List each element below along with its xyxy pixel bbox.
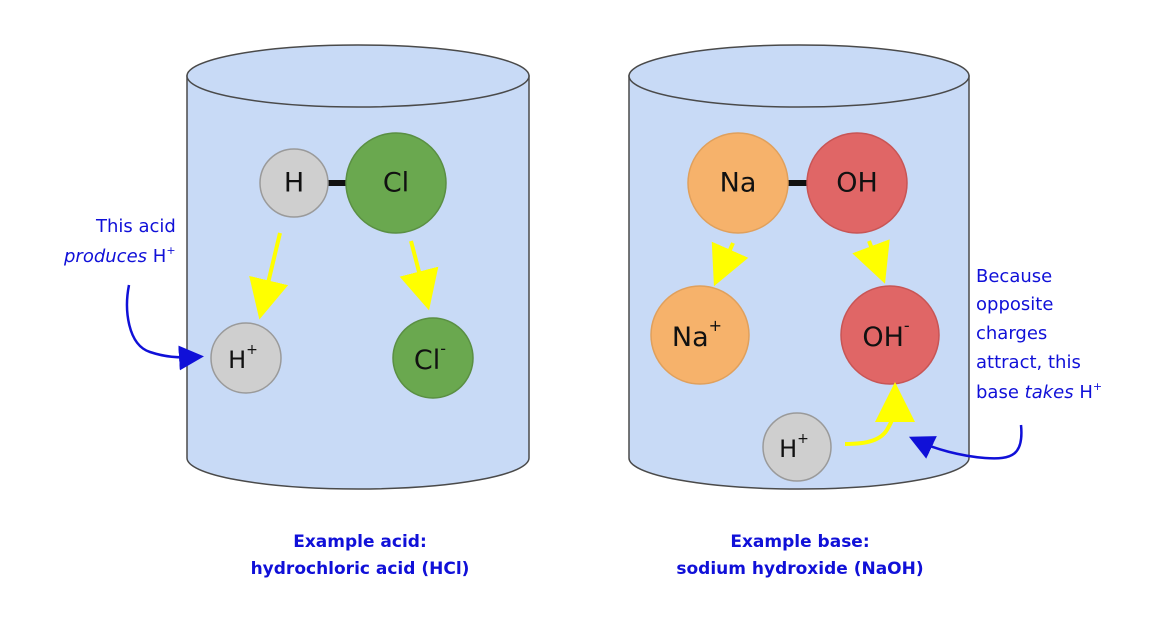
sodium-label: Na — [720, 168, 757, 199]
acid-cl-ion: Cl- — [392, 317, 474, 399]
na-ion-label: Na — [672, 322, 709, 353]
acid-annotation: This acid produces H+ — [63, 216, 204, 371]
acid-h-dissociation-arrow — [249, 232, 289, 320]
acid-caption-line1: Example acid: — [293, 532, 427, 552]
naoh-molecule: Na OH — [687, 132, 908, 234]
h-ion-label: H — [228, 346, 246, 374]
cl-ion-charge: - — [440, 339, 446, 358]
base-na-ion: Na+ — [650, 285, 750, 385]
na-ion-atom — [650, 285, 750, 385]
acid-annotation-arrow — [125, 284, 204, 371]
acid-h-ion: H+ — [210, 322, 282, 394]
incoming-h-atom — [762, 412, 832, 482]
svg-text:H+: H+ — [228, 342, 258, 374]
base-note-base: base — [976, 382, 1019, 403]
h-ion-charge: + — [246, 342, 258, 358]
chlorine-label: Cl — [383, 168, 409, 199]
base-incoming-h-ion: H+ — [762, 412, 832, 482]
svg-text:produces H+: produces H+ — [63, 244, 176, 267]
sodium-atom — [687, 132, 789, 234]
base-note-line3: charges — [976, 323, 1047, 344]
hydrogen-atom — [259, 148, 329, 218]
acid-note-line1: This acid — [95, 216, 176, 237]
acid-note-h: H — [153, 246, 167, 267]
hcl-molecule: H Cl — [259, 132, 447, 234]
acid-beaker-body — [186, 75, 530, 490]
hydroxide-label: OH — [836, 168, 878, 199]
base-caption-line2: sodium hydroxide (NaOH) — [676, 559, 923, 579]
cl-ion-atom — [392, 317, 474, 399]
acid-note-produces: produces — [63, 246, 147, 267]
svg-text:H+: H+ — [779, 431, 809, 463]
acid-beaker-top — [186, 44, 530, 108]
hydrogen-label: H — [284, 168, 304, 199]
na-ion-charge: + — [709, 316, 722, 335]
acid-note-charge: + — [166, 244, 175, 257]
base-note-line1: Because — [976, 266, 1052, 287]
acid-beaker — [186, 44, 530, 490]
svg-text:base takes H+: base takes H+ — [976, 380, 1102, 403]
base-note-line2: opposite — [976, 294, 1053, 315]
cl-ion-label: Cl — [414, 345, 440, 376]
oh-ion-label: OH — [862, 322, 904, 353]
base-annotation: Because opposite charges attract, this b… — [908, 266, 1102, 460]
acid-cl-dissociation-arrow — [399, 240, 439, 311]
h-ion-atom — [210, 322, 282, 394]
base-oh-ion: OH- — [840, 285, 940, 385]
base-note-charge: + — [1093, 380, 1102, 393]
svg-text:Na+: Na+ — [672, 316, 722, 353]
acid-caption-line2: hydrochloric acid (HCl) — [251, 559, 470, 579]
svg-text:OH-: OH- — [862, 316, 909, 353]
h-ion-attraction-arrow — [844, 382, 915, 446]
base-annotation-arrow — [908, 424, 1023, 460]
base-beaker-top — [628, 44, 970, 108]
base-caption-line1: Example base: — [730, 532, 869, 552]
chlorine-atom — [345, 132, 447, 234]
svg-text:Cl-: Cl- — [414, 339, 446, 376]
base-note-line4: attract, this — [976, 352, 1081, 373]
base-oh-dissociation-arrow — [852, 239, 890, 284]
oh-ion-charge: - — [904, 316, 910, 335]
incoming-h-charge: + — [797, 431, 809, 447]
incoming-h-label: H — [779, 435, 797, 463]
base-note-takes: takes — [1025, 382, 1074, 403]
base-note-h: H — [1079, 382, 1093, 403]
hydroxide-atom — [806, 132, 908, 234]
base-na-dissociation-arrow — [711, 241, 749, 287]
